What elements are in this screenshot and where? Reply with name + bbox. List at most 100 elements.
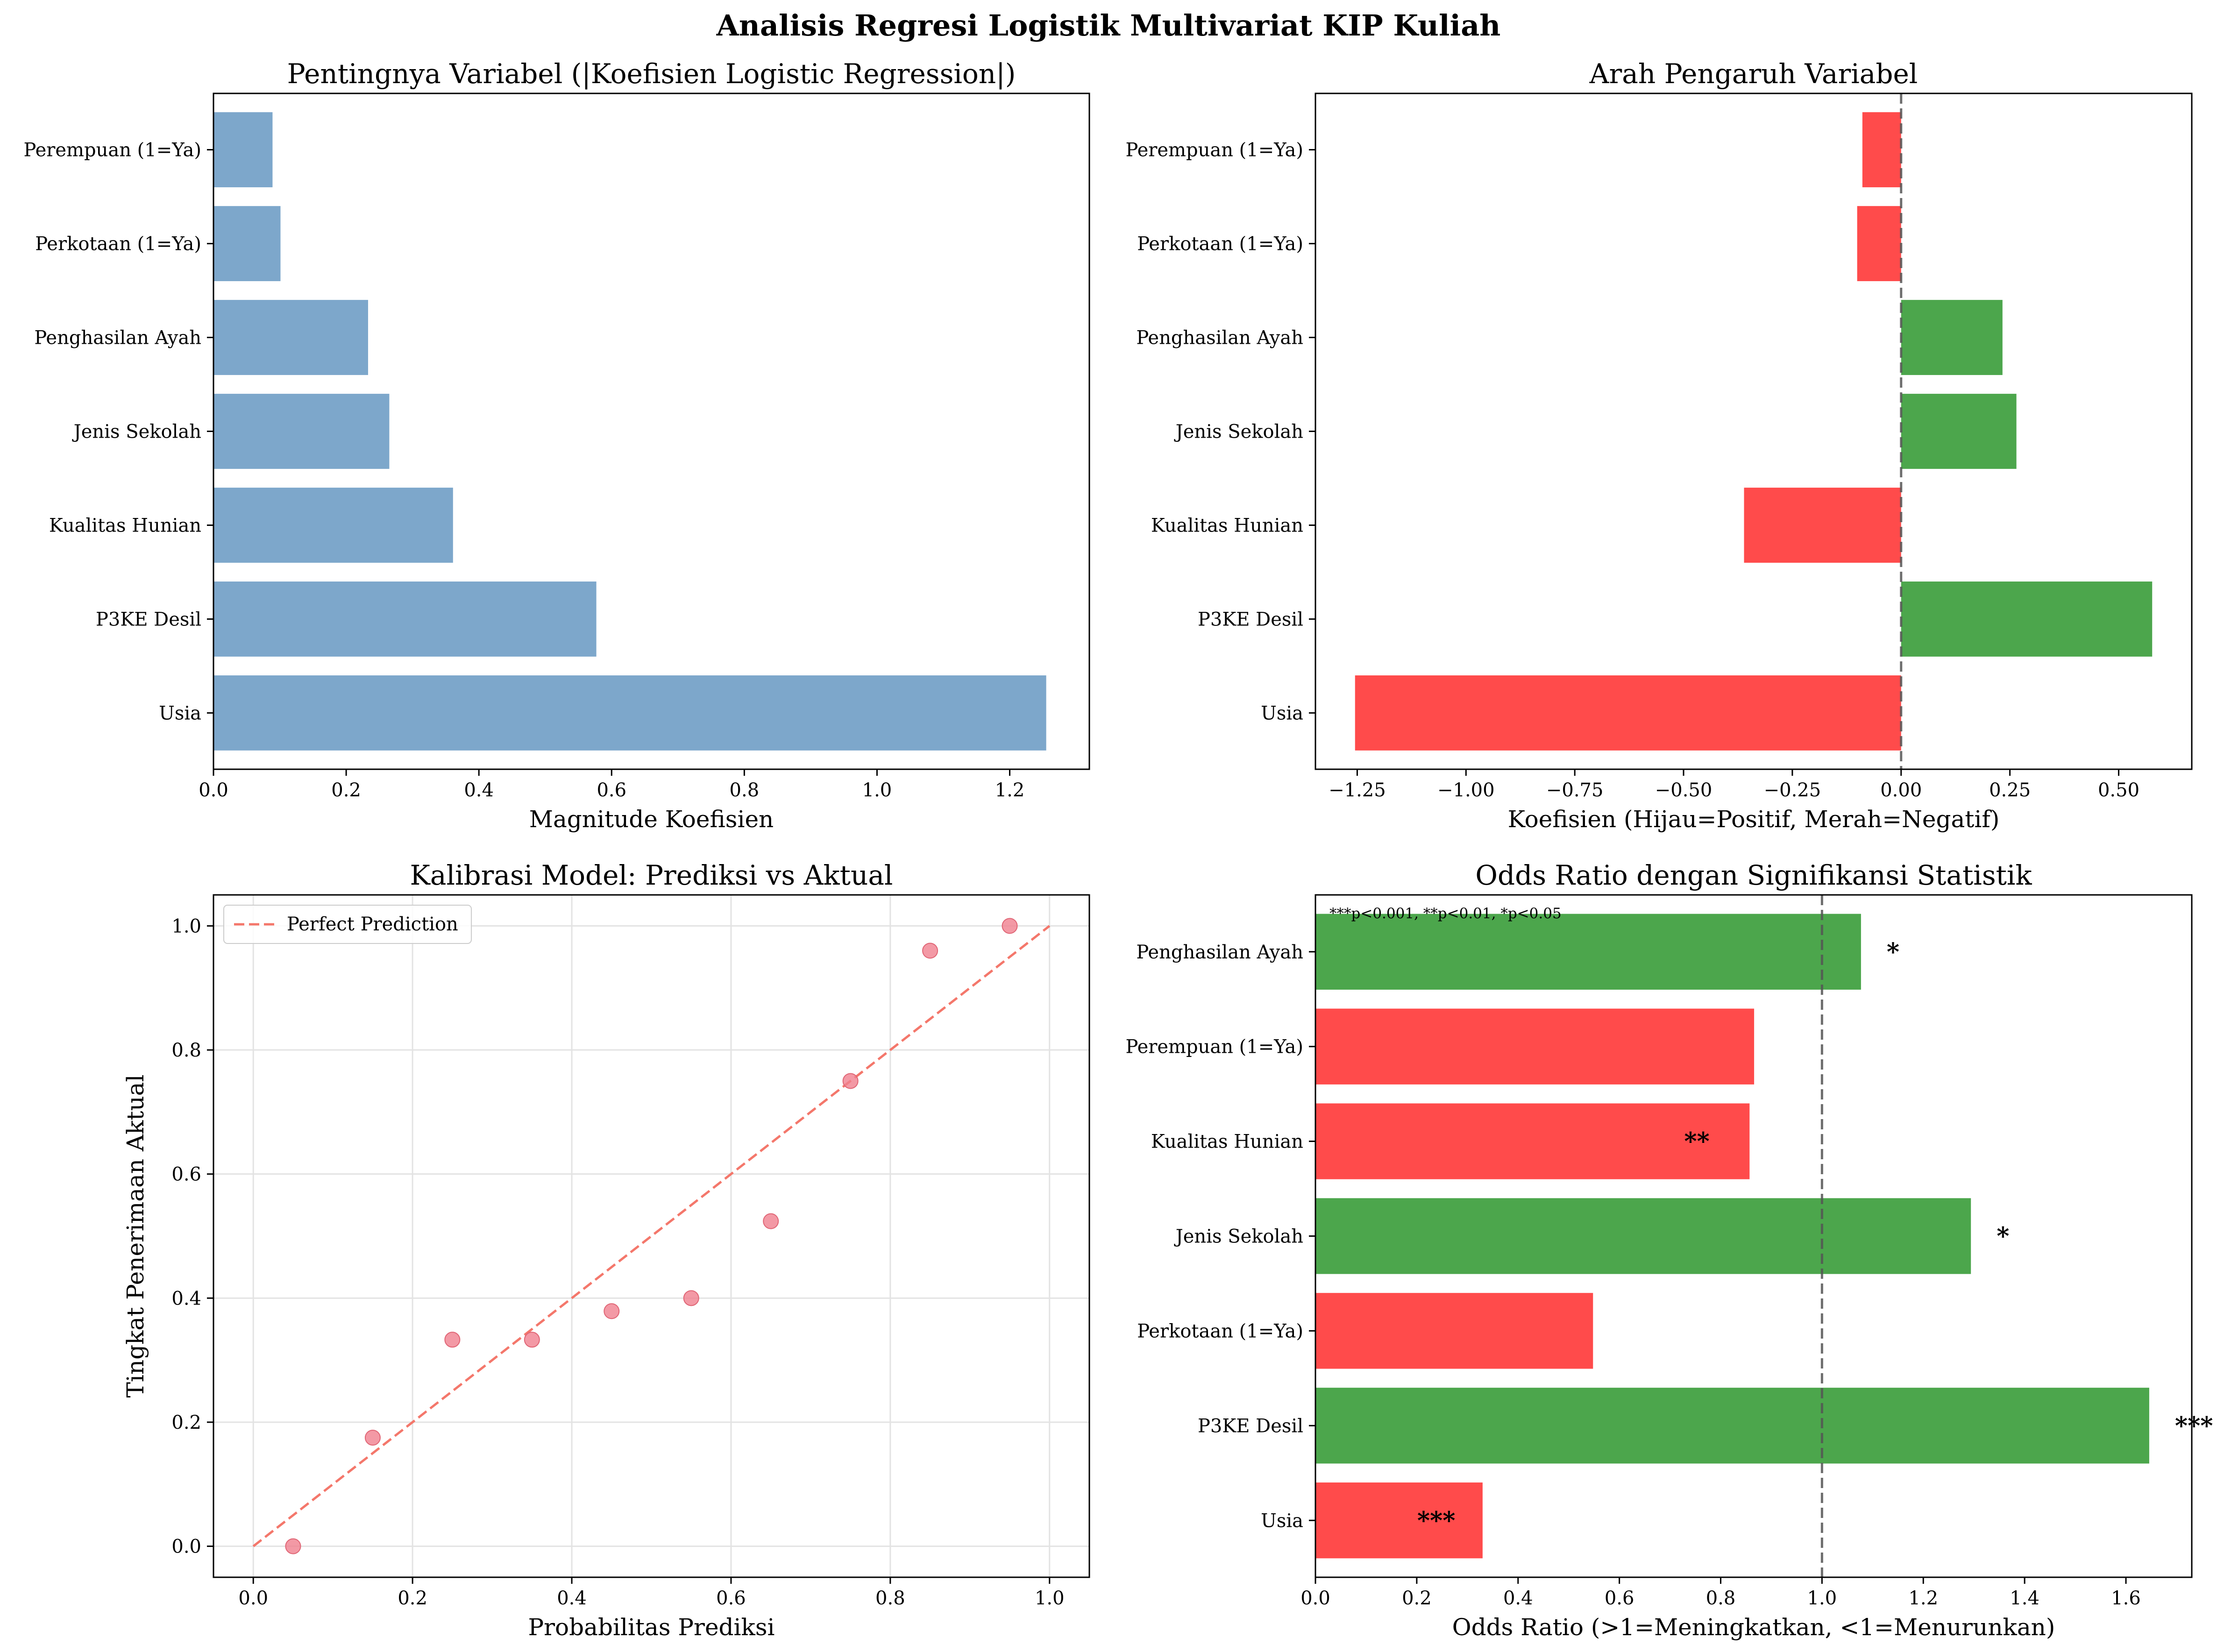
- direction-ytick-label-5: Perkotaan (1=Ya): [1137, 234, 1303, 255]
- importance-bar-3: [213, 394, 390, 469]
- odds-ytick-label-0: Usia: [1261, 1510, 1303, 1531]
- direction-bar-3: [1901, 394, 2017, 469]
- importance-ytick-label-3: Jenis Sekolah: [72, 421, 201, 443]
- odds-significance-4: **: [1684, 1127, 1709, 1156]
- direction-xtick-label-6: 0.25: [1989, 780, 2031, 801]
- odds-ytick-label-5: Perempuan (1=Ya): [1125, 1036, 1303, 1058]
- odds-xtick-label-5: 1.0: [1807, 1588, 1837, 1609]
- importance-bar-6: [213, 112, 273, 187]
- odds-xlabel: Odds Ratio (>1=Meningkatkan, <1=Menurunk…: [1452, 1614, 2055, 1641]
- odds-bar-1: [1315, 1388, 2149, 1464]
- direction-ytick-label-1: P3KE Desil: [1198, 609, 1303, 630]
- calibration-xtick-label-1: 0.2: [398, 1588, 427, 1609]
- importance-xtick-label-2: 0.4: [464, 780, 494, 801]
- importance-xtick-label-4: 0.8: [730, 780, 760, 801]
- odds-ytick-label-3: Jenis Sekolah: [1174, 1226, 1303, 1248]
- calibration-point-1: [364, 1430, 381, 1446]
- odds-ytick-label-4: Kualitas Hunian: [1151, 1131, 1303, 1153]
- calibration-point-6: [763, 1213, 779, 1229]
- direction-frame: [1315, 92, 2193, 770]
- odds-bar-2: [1315, 1293, 1593, 1369]
- calibration-ytick-label-4: 0.8: [171, 1040, 201, 1061]
- calibration-xtick-label-2: 0.4: [557, 1588, 587, 1609]
- odds-title: Odds Ratio dengan Signifikansi Statistik: [1475, 859, 2032, 891]
- direction-ytick-label-6: Perempuan (1=Ya): [1125, 140, 1303, 161]
- direction-bar-0: [1355, 675, 1901, 751]
- odds-xtick-label-8: 1.6: [2111, 1588, 2141, 1609]
- calibration-point-5: [683, 1290, 699, 1306]
- odds-frame: [1315, 894, 2193, 1578]
- calibration-xtick-label-3: 0.6: [716, 1588, 746, 1609]
- importance-ytick-label-1: P3KE Desil: [96, 609, 201, 630]
- calibration-xtick-label-0: 0.0: [238, 1588, 268, 1609]
- odds-significance-1: ***: [2175, 1411, 2213, 1440]
- direction-bar-4: [1901, 300, 2003, 375]
- calibration-xtick-label-4: 0.8: [875, 1588, 905, 1609]
- odds-bar-4: [1315, 1103, 1750, 1179]
- calibration-point-2: [444, 1332, 461, 1348]
- calibration-perfect-line: [252, 925, 1051, 1547]
- odds-xtick-label-7: 1.4: [2010, 1588, 2039, 1609]
- importance-ytick-label-6: Perempuan (1=Ya): [23, 140, 201, 161]
- direction-bar-1: [1901, 581, 2153, 657]
- odds-significance-3: *: [1997, 1222, 2009, 1251]
- calibration-point-9: [1002, 918, 1018, 934]
- odds-significance-note: ***p<0.001, **p<0.01, *p<0.05: [1329, 905, 1562, 922]
- figure-title: Analisis Regresi Logistik Multivariat KI…: [716, 8, 1501, 43]
- direction-ytick-label-0: Usia: [1261, 702, 1303, 724]
- odds-bar-6: [1315, 914, 1861, 990]
- calibration-ytick-label-0: 0.0: [171, 1536, 201, 1558]
- importance-xtick-label-6: 1.2: [995, 780, 1025, 801]
- importance-ytick-label-0: Usia: [159, 702, 201, 724]
- calibration-ytick-label-1: 0.2: [171, 1412, 201, 1433]
- direction-bar-6: [1862, 112, 1901, 187]
- odds-bar-3: [1315, 1198, 1971, 1274]
- calibration-point-3: [524, 1332, 540, 1348]
- odds-significance-0: ***: [1417, 1506, 1456, 1535]
- calibration-legend-label: Perfect Prediction: [287, 914, 458, 935]
- importance-bar-4: [213, 300, 368, 375]
- odds-xtick-label-1: 0.2: [1402, 1588, 1432, 1609]
- calibration-point-4: [604, 1303, 620, 1319]
- importance-bar-5: [213, 206, 281, 281]
- importance-bar-1: [213, 581, 597, 657]
- direction-xtick-label-3: −0.50: [1655, 780, 1712, 801]
- odds-xtick-label-3: 0.6: [1605, 1588, 1634, 1609]
- direction-xtick-label-0: −1.25: [1329, 780, 1386, 801]
- importance-xtick-label-1: 0.2: [331, 780, 361, 801]
- calibration-legend-box: [223, 905, 472, 944]
- calibration-point-8: [922, 943, 938, 959]
- direction-xtick-label-7: 0.50: [2098, 780, 2139, 801]
- direction-xtick-label-5: 0.00: [1880, 780, 1922, 801]
- importance-ytick-label-4: Penghasilan Ayah: [34, 327, 201, 349]
- direction-xlabel: Koefisien (Hijau=Positif, Merah=Negatif): [1508, 806, 2000, 833]
- calibration-frame: [213, 894, 1090, 1578]
- direction-ytick-label-3: Jenis Sekolah: [1174, 421, 1303, 443]
- importance-bar-0: [213, 675, 1046, 751]
- odds-xtick-label-4: 0.8: [1706, 1588, 1736, 1609]
- importance-xlabel: Magnitude Koefisien: [529, 806, 774, 833]
- direction-bar-2: [1744, 488, 1901, 563]
- calibration-title: Kalibrasi Model: Prediksi vs Aktual: [410, 859, 893, 891]
- direction-xtick-label-1: −1.00: [1437, 780, 1495, 801]
- odds-ytick-label-6: Penghasilan Ayah: [1136, 942, 1303, 963]
- calibration-ylabel: Tingkat Penerimaan Aktual: [122, 1075, 149, 1398]
- importance-xtick-label-0: 0.0: [199, 780, 228, 801]
- importance-xtick-label-3: 0.6: [597, 780, 626, 801]
- calibration-xlabel: Probabilitas Prediksi: [528, 1614, 775, 1641]
- importance-frame: [213, 92, 1090, 770]
- direction-title: Arah Pengaruh Variabel: [1589, 58, 1918, 90]
- odds-bar-0: [1315, 1482, 1483, 1559]
- calibration-ytick-label-5: 1.0: [171, 915, 201, 937]
- odds-ytick-label-1: P3KE Desil: [1198, 1415, 1303, 1437]
- calibration-xtick-label-5: 1.0: [1035, 1588, 1065, 1609]
- odds-xtick-label-2: 0.4: [1503, 1588, 1533, 1609]
- calibration-ytick-label-2: 0.4: [171, 1288, 201, 1309]
- odds-xtick-label-6: 1.2: [1908, 1588, 1938, 1609]
- direction-xtick-label-2: −0.75: [1546, 780, 1604, 801]
- direction-ytick-label-2: Kualitas Hunian: [1151, 515, 1303, 536]
- importance-ytick-label-2: Kualitas Hunian: [49, 515, 201, 536]
- calibration-ytick-label-3: 0.6: [171, 1164, 201, 1185]
- importance-title: Pentingnya Variabel (|Koefisien Logistic…: [287, 58, 1016, 90]
